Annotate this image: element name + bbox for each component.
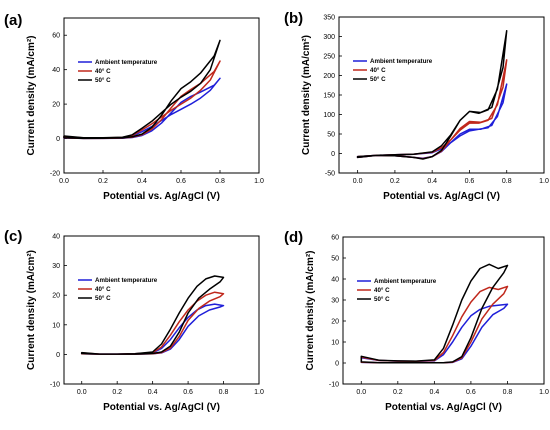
x-tick-label: 0.4 [429, 389, 439, 396]
y-tick-label: 0 [56, 352, 60, 359]
y-tick-label: 0 [56, 136, 60, 143]
x-tick-label: 0.6 [176, 178, 186, 185]
y-tick-label: 350 [323, 15, 335, 22]
plot-frame [63, 17, 260, 174]
x-tick-label: 0.2 [390, 178, 400, 185]
series-line-3 [63, 39, 221, 140]
y-tick-label: -50 [325, 171, 335, 178]
y-tick-label: 30 [331, 298, 339, 305]
x-tick-label: 1.0 [539, 389, 549, 396]
x-tick-label: 1.0 [254, 389, 264, 396]
x-axis-label: Potential vs. Ag/AgCl (V) [383, 191, 500, 202]
y-tick-label: 60 [331, 235, 339, 242]
x-tick-label: 0.8 [219, 389, 229, 396]
y-tick-label: 300 [323, 34, 335, 41]
x-axis-label: Potential vs. Ag/AgCl (V) [385, 402, 502, 413]
panel-d: 0.0 0.2 0.4 0.6 0.8 1.0 -10 0 10 20 30 40 50 60 Potent… [284, 229, 549, 413]
y-tick-label: 200 [323, 73, 335, 80]
y-tick-label: 40 [331, 277, 339, 284]
y-axis-label: Current density (mA/cm²) [301, 35, 312, 155]
panel-label: (d) [284, 229, 303, 246]
x-tick-label: 0.8 [502, 178, 512, 185]
x-tick-label: 0.2 [393, 389, 403, 396]
series-line-1 [80, 303, 225, 355]
x-tick-label: 0.6 [466, 389, 476, 396]
x-tick-label: 0.8 [215, 178, 225, 185]
legend-entry: Ambient temperature [95, 277, 158, 284]
panel-label: (a) [4, 12, 22, 29]
y-tick-label: 0 [335, 361, 339, 368]
legend-entry: 40° C [370, 67, 386, 74]
y-tick-label: 150 [323, 93, 335, 100]
y-axis-label: Current density (mA/cm²) [305, 250, 316, 370]
x-tick-label: 0.8 [503, 389, 513, 396]
x-tick-label: 0.0 [353, 178, 363, 185]
x-tick-label: 0.2 [98, 178, 108, 185]
y-tick-label: 250 [323, 54, 335, 61]
y-tick-label: 40 [52, 234, 60, 241]
y-tick-label: 20 [52, 102, 60, 109]
y-tick-label: 10 [331, 340, 339, 347]
panel-b: 0.0 0.2 0.4 0.6 0.8 1.0 -50 0 50 100 150 200 250 300 3… [284, 10, 549, 202]
x-tick-label: 0.0 [356, 389, 366, 396]
y-axis-label: Current density (mA/cm²) [26, 250, 37, 370]
legend-entry: 50° C [370, 76, 386, 83]
legend-entry: 40° C [95, 68, 111, 75]
series-line-2 [356, 59, 508, 160]
legend-entry: 50° C [95, 295, 111, 302]
y-tick-label: 20 [331, 319, 339, 326]
y-tick-label: 50 [327, 132, 335, 139]
y-tick-label: 30 [52, 263, 60, 270]
x-tick-label: 0.6 [183, 389, 193, 396]
x-tick-label: 0.2 [112, 389, 122, 396]
legend-entry: Ambient temperature [95, 59, 158, 66]
legend-entry: 40° C [374, 287, 390, 294]
series-line-3 [356, 29, 508, 160]
x-tick-label: 0.4 [427, 178, 437, 185]
legend-entry: Ambient temperature [374, 278, 437, 285]
y-tick-label: -10 [50, 382, 60, 389]
plot-frame [342, 236, 545, 385]
legend-entry: 50° C [374, 296, 390, 303]
y-tick-label: 50 [331, 256, 339, 263]
y-tick-label: -20 [50, 171, 60, 178]
x-tick-label: 1.0 [254, 178, 264, 185]
y-tick-label: 20 [52, 293, 60, 300]
y-tick-label: 60 [52, 33, 60, 40]
x-tick-label: 0.6 [465, 178, 475, 185]
x-tick-label: 0.4 [148, 389, 158, 396]
x-axis-label: Potential vs. Ag/AgCl (V) [103, 191, 220, 202]
y-tick-label: 100 [323, 112, 335, 119]
y-tick-label: -10 [329, 382, 339, 389]
y-axis-label: Current density (mA/cm²) [26, 35, 37, 155]
x-tick-label: 1.0 [539, 178, 549, 185]
panel-a: 0.0 0.2 0.4 0.6 0.8 1.0 -20 0 20 40 60 Potential vs… [4, 12, 264, 202]
x-tick-label: 0.0 [59, 178, 69, 185]
legend-entry: 50° C [95, 77, 111, 84]
y-tick-label: 40 [52, 67, 60, 74]
legend-entry: Ambient temperature [370, 58, 433, 65]
series-line-3 [80, 275, 225, 355]
legend-entry: 40° C [95, 286, 111, 293]
y-tick-label: 10 [52, 322, 60, 329]
y-tick-label: 0 [331, 151, 335, 158]
x-tick-label: 0.4 [137, 178, 147, 185]
x-axis-label: Potential vs. Ag/AgCl (V) [103, 402, 220, 413]
panel-label: (c) [4, 228, 22, 245]
plot-frame [63, 235, 260, 385]
series-line-3 [360, 263, 509, 364]
panel-c: 0.0 0.2 0.4 0.6 0.8 1.0 -10 0 10 20 30 40 Potential … [4, 228, 264, 413]
panel-label: (b) [284, 10, 303, 27]
x-tick-label: 0.0 [77, 389, 87, 396]
